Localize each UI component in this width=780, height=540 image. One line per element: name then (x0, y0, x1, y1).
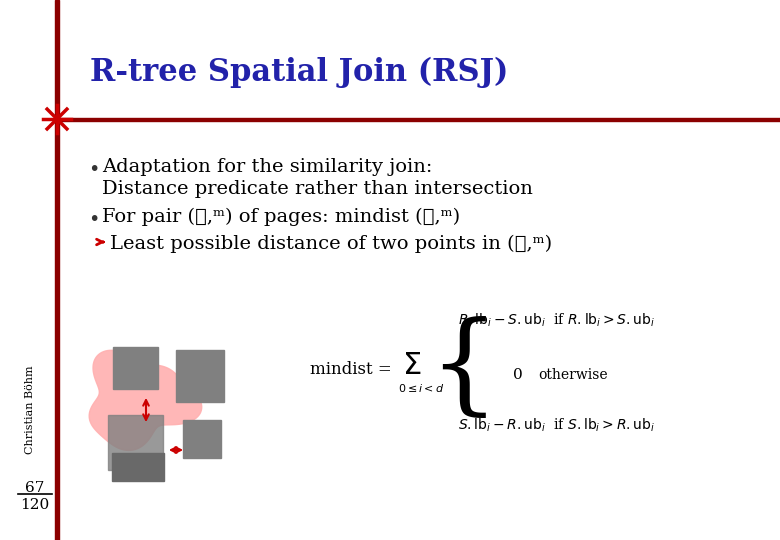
Bar (112, 453, 164, 481)
Text: Distance predicate rather than intersection: Distance predicate rather than intersect… (102, 180, 533, 198)
Bar (113, 347, 158, 389)
Text: otherwise: otherwise (538, 368, 608, 382)
Text: $\Sigma$: $\Sigma$ (402, 349, 421, 381)
Bar (183, 420, 221, 458)
Text: 67: 67 (25, 481, 44, 495)
Text: {: { (428, 316, 498, 423)
Polygon shape (89, 350, 202, 450)
Text: •: • (88, 210, 99, 229)
Text: 0: 0 (513, 368, 523, 382)
Bar (108, 415, 163, 470)
Bar (55, 118, 780, 121)
Text: •: • (88, 160, 99, 179)
Text: $S.\mathrm{lb}_i - R.\mathrm{ub}_i$  if $S.\mathrm{lb}_i > R.\mathrm{ub}_i$: $S.\mathrm{lb}_i - R.\mathrm{ub}_i$ if $… (458, 416, 655, 434)
Text: $0\leq i < d$: $0\leq i < d$ (398, 382, 445, 394)
Text: R-tree Spatial Join (RSJ): R-tree Spatial Join (RSJ) (90, 56, 509, 87)
Text: Christian Böhm: Christian Böhm (25, 366, 35, 454)
Text: Adaptation for the similarity join:: Adaptation for the similarity join: (102, 158, 432, 176)
Bar (176, 350, 224, 402)
Text: $R.\mathrm{lb}_i - S.\mathrm{ub}_i$  if $R.\mathrm{lb}_i > S.\mathrm{ub}_i$: $R.\mathrm{lb}_i - S.\mathrm{ub}_i$ if $… (458, 311, 655, 329)
Text: Least possible distance of two points in (ℛ,ᵐ): Least possible distance of two points in… (110, 235, 552, 253)
Text: mindist =: mindist = (310, 361, 397, 379)
Text: For pair (ℛ,ᵐ) of pages: mindist (ℛ,ᵐ): For pair (ℛ,ᵐ) of pages: mindist (ℛ,ᵐ) (102, 208, 460, 226)
Bar (55, 0, 59, 540)
Text: 120: 120 (20, 498, 50, 512)
